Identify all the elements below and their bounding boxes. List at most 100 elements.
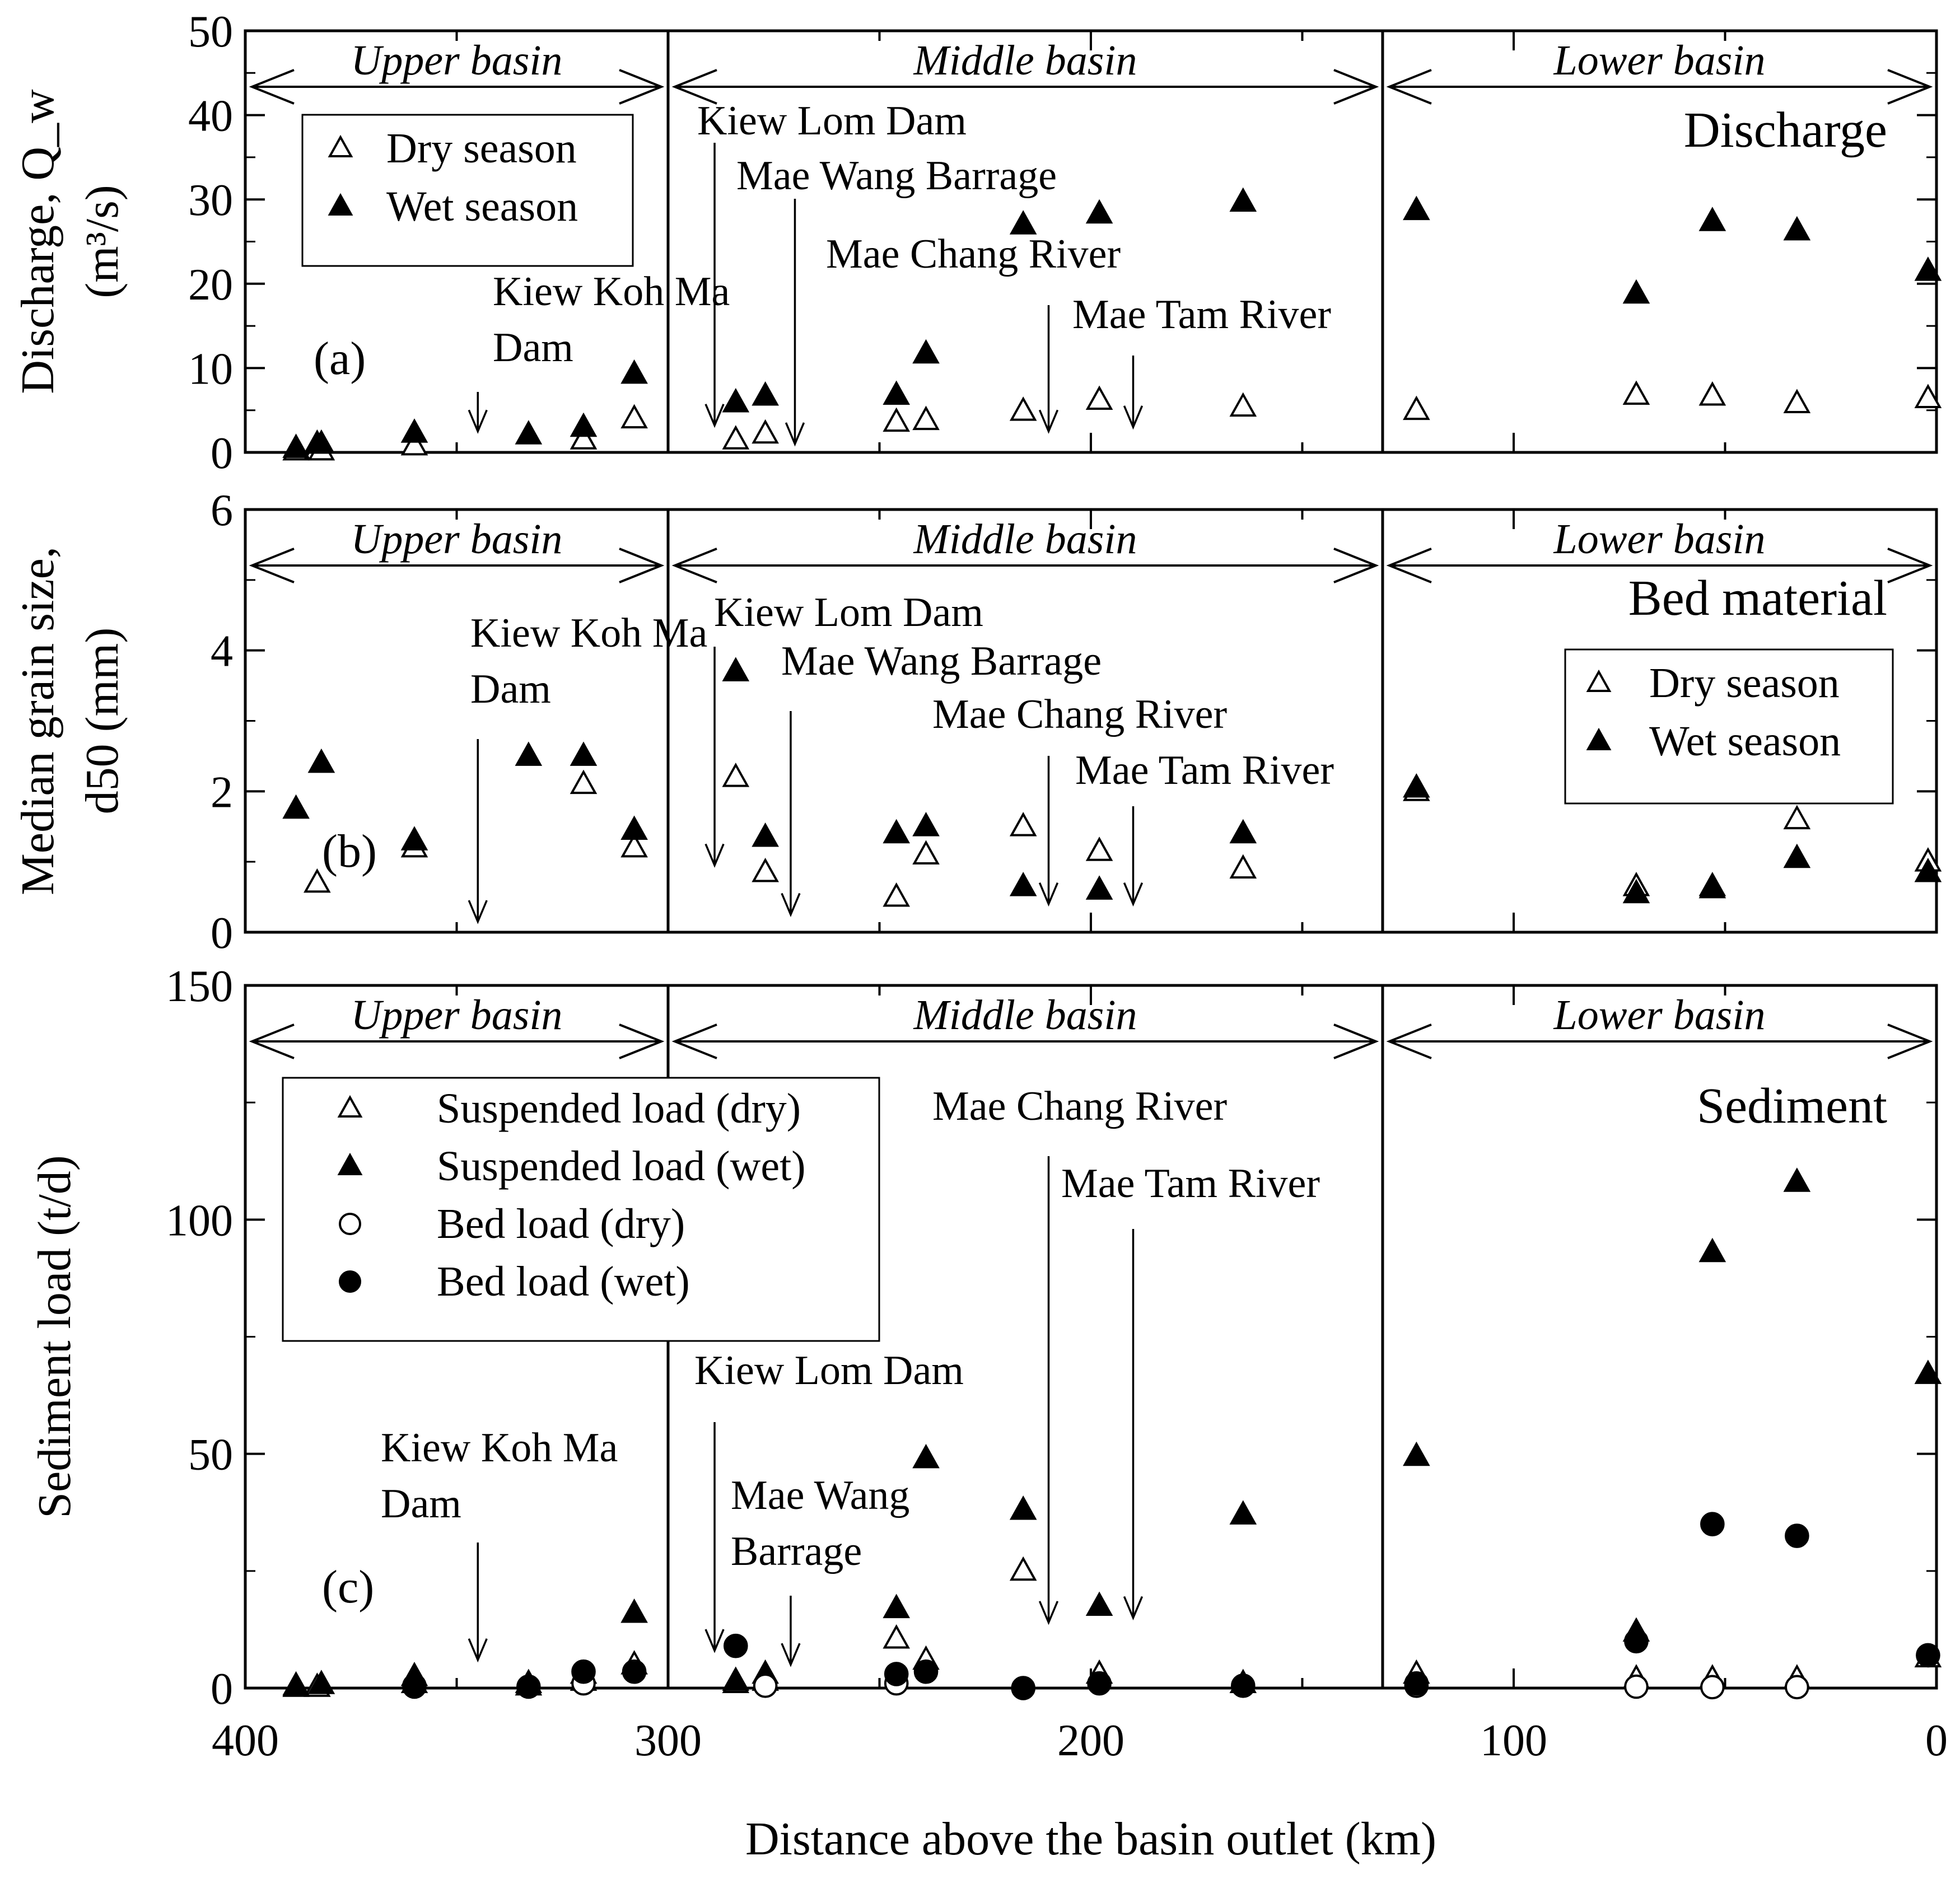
legend-entry: Wet season	[386, 183, 578, 230]
x-tick-label: 100	[1480, 1716, 1547, 1765]
data-point	[724, 1633, 748, 1658]
annotation-label: Mae Wang	[731, 1473, 909, 1518]
data-point	[883, 819, 911, 844]
panel-title: Sediment	[1697, 1078, 1887, 1134]
annotation-arrow-head	[468, 409, 488, 434]
data-point	[1622, 380, 1650, 405]
annotation-arrow-head	[704, 1629, 725, 1653]
region-label: Middle basin	[913, 516, 1137, 563]
panel-a: 0 10 20 30 40 50 Upper basin Middle basin Lower …	[12, 7, 1942, 478]
data-point	[1009, 872, 1037, 896]
region-arrow-head-left	[249, 548, 295, 583]
data-point	[912, 339, 940, 364]
region-label: Lower basin	[1553, 516, 1765, 563]
data-point	[1403, 1441, 1430, 1466]
data-point	[883, 1624, 911, 1649]
data-point	[883, 407, 911, 432]
data-point	[752, 419, 779, 444]
annotation-label: Kiew Lom Dam	[694, 1348, 964, 1394]
annotation-label: Kiew Koh Ma	[381, 1425, 618, 1471]
annotation-arrow-head	[781, 892, 801, 918]
data-point	[1229, 392, 1257, 417]
region-label: Lower basin	[1553, 992, 1765, 1039]
legend-entry: Suspended load (dry)	[437, 1085, 801, 1132]
annotation-label: Mae Chang River	[932, 691, 1227, 737]
x-tick-label: 300	[634, 1716, 702, 1765]
data-point	[620, 1598, 648, 1623]
legend-entry: Suspended load (wet)	[437, 1143, 806, 1190]
data-point	[516, 1674, 541, 1699]
data-point	[282, 433, 310, 458]
data-point	[753, 1674, 778, 1698]
panel-title: Discharge	[1684, 102, 1887, 158]
data-point	[307, 1670, 335, 1694]
region-arrow-head-right	[1333, 548, 1379, 583]
panel-letter: (b)	[322, 825, 377, 877]
data-point	[1700, 1675, 1725, 1700]
data-point	[622, 1659, 647, 1684]
data-point	[883, 380, 911, 405]
legend-entry: Dry season	[386, 125, 577, 172]
data-point	[570, 412, 598, 437]
data-point	[1914, 256, 1942, 281]
data-point	[1783, 389, 1811, 414]
data-point	[570, 425, 598, 450]
data-point	[620, 833, 648, 858]
x-axis-title: Distance above the basin outlet (km)	[745, 1813, 1436, 1865]
annotation-label: Mae Chang River	[932, 1083, 1227, 1129]
region-label: Upper basin	[351, 37, 563, 84]
annotation-label: Mae Chang River	[826, 231, 1121, 277]
data-point	[884, 1662, 909, 1686]
region-arrow-head-left	[1386, 1023, 1432, 1059]
annotation-arrow-head	[1123, 405, 1144, 430]
legend-entry: Bed load (dry)	[437, 1200, 685, 1247]
panel-c: 0 50 100 150 Upper basin Middle basin Lower ba…	[29, 962, 1948, 1865]
data-point	[1783, 1167, 1811, 1192]
data-point	[1783, 843, 1811, 868]
data-point	[1229, 1500, 1257, 1525]
annotation-arrow-head	[468, 1638, 488, 1663]
data-point	[1403, 773, 1430, 798]
annotation-label: Mae Tam River	[1061, 1161, 1320, 1207]
data-point	[752, 381, 779, 406]
data-point	[752, 857, 779, 882]
legend-box	[301, 114, 634, 267]
data-point	[912, 405, 940, 431]
data-point	[620, 359, 648, 384]
annotation-arrow-head	[704, 404, 725, 428]
data-point	[722, 657, 750, 681]
annotation-label: Mae Tam River	[1072, 292, 1331, 338]
y-tick-label: 0	[211, 429, 233, 478]
y-tick-label: 20	[188, 260, 233, 310]
annotation-arrow-head	[1038, 1601, 1059, 1625]
data-point	[571, 1659, 596, 1684]
annotation-label: Kiew Koh Ma	[493, 269, 730, 315]
region-arrow-head-left	[1386, 548, 1432, 583]
data-point	[1085, 385, 1113, 410]
data-point	[400, 826, 428, 850]
data-point	[620, 404, 648, 429]
annotation-label: Barrage	[731, 1529, 862, 1574]
y-axis-title: Discharge, Q_w	[12, 89, 64, 394]
data-point	[1916, 1643, 1940, 1668]
data-point	[1698, 1237, 1726, 1263]
data-point	[1009, 210, 1037, 235]
data-point	[1622, 878, 1650, 904]
data-point	[515, 741, 543, 766]
region-label: Middle basin	[913, 37, 1137, 84]
region-arrow-head-right	[619, 548, 665, 583]
data-point	[282, 794, 310, 819]
y-tick-label: 40	[188, 92, 233, 141]
data-point	[1231, 1674, 1256, 1698]
x-tick-label: 200	[1057, 1716, 1124, 1765]
y-axis-title: d50 (mm)	[76, 628, 128, 815]
annotation-label: Kiew Lom Dam	[697, 98, 967, 144]
data-point	[1622, 279, 1650, 304]
data-point	[515, 420, 543, 445]
data-point	[304, 868, 331, 893]
legend-marker	[339, 1213, 361, 1235]
data-point	[1785, 1523, 1809, 1548]
y-tick-label: 30	[188, 176, 233, 225]
